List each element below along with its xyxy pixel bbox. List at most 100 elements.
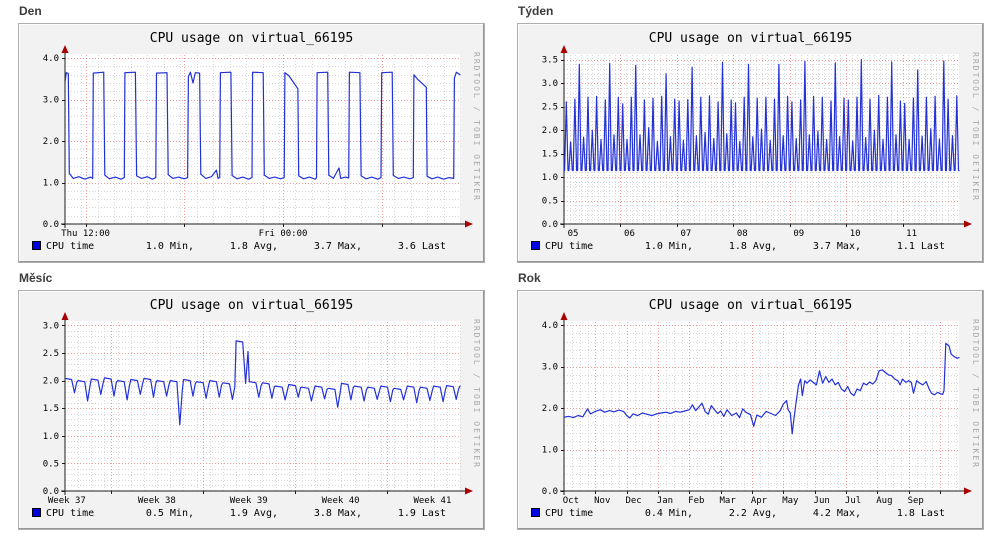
rrdtool-watermark: RRDTOOL / TOBI OETIKER xyxy=(472,319,481,469)
svg-text:3.0: 3.0 xyxy=(43,321,59,331)
svg-text:1.5: 1.5 xyxy=(43,404,59,414)
svg-text:Jun: Jun xyxy=(814,496,830,506)
svg-text:Sep: Sep xyxy=(908,496,924,506)
panel-heading-month: Měsíc xyxy=(19,272,485,285)
svg-text:Week 37: Week 37 xyxy=(48,496,86,506)
legend-series-name: CPU time xyxy=(46,241,110,252)
svg-text:Aug: Aug xyxy=(876,496,892,506)
panel-day: Den CPU usage on virtual_66195 0.01.02.0… xyxy=(18,4,485,263)
svg-text:1.0: 1.0 xyxy=(542,446,558,456)
svg-text:0.0: 0.0 xyxy=(43,220,59,230)
page: Den CPU usage on virtual_66195 0.01.02.0… xyxy=(0,0,1007,530)
svg-text:1.0: 1.0 xyxy=(43,179,59,189)
svg-text:Fri 00:00: Fri 00:00 xyxy=(259,229,308,239)
graph-legend: CPU time0.5 Min,1.9 Avg,3.8 Max,1.9 Last xyxy=(32,508,446,523)
legend-avg: 1.9 Avg, xyxy=(194,508,278,519)
legend-max: 3.7 Max, xyxy=(278,241,362,252)
legend-swatch xyxy=(531,241,540,250)
svg-text:Oct: Oct xyxy=(563,496,579,506)
svg-text:May: May xyxy=(782,496,799,506)
svg-text:2.5: 2.5 xyxy=(542,103,558,113)
legend-swatch xyxy=(32,508,41,517)
graph-legend: CPU time1.0 Min,1.8 Avg,3.7 Max,3.6 Last xyxy=(32,241,446,256)
svg-text:Week 38: Week 38 xyxy=(138,496,176,506)
rrdtool-watermark: RRDTOOL / TOBI OETIKER xyxy=(971,319,980,469)
graph-image-day[interactable]: CPU usage on virtual_66195 0.01.02.03.04… xyxy=(18,23,485,263)
svg-text:Jul: Jul xyxy=(845,496,861,506)
svg-text:0.5: 0.5 xyxy=(43,459,59,469)
legend-avg: 2.2 Avg, xyxy=(693,508,777,519)
legend-swatch xyxy=(32,241,41,250)
legend-last: 1.1 Last xyxy=(861,241,945,252)
panel-heading-week: Týden xyxy=(518,5,984,18)
panel-heading-year: Rok xyxy=(518,272,984,285)
graph-image-week[interactable]: CPU usage on virtual_66195 0.00.51.01.52… xyxy=(517,23,984,263)
svg-text:Week 39: Week 39 xyxy=(230,496,268,506)
rrdtool-watermark: RRDTOOL / TOBI OETIKER xyxy=(971,52,980,202)
legend-series-name: CPU time xyxy=(46,508,110,519)
plot-background xyxy=(564,321,959,491)
svg-text:Week 40: Week 40 xyxy=(322,496,360,506)
legend-avg: 1.8 Avg, xyxy=(693,241,777,252)
plot-canvas-month: 0.00.51.01.52.02.53.0Week 37Week 38Week … xyxy=(19,291,484,507)
graph-image-month[interactable]: CPU usage on virtual_66195 0.00.51.01.52… xyxy=(18,290,485,530)
graphs-grid: Den CPU usage on virtual_66195 0.01.02.0… xyxy=(18,4,1007,530)
graph-legend: CPU time0.4 Min,2.2 Avg,4.2 Max,1.8 Last xyxy=(531,508,945,523)
svg-text:10: 10 xyxy=(850,229,861,239)
svg-text:Feb: Feb xyxy=(688,496,704,506)
svg-text:2.0: 2.0 xyxy=(542,404,558,414)
svg-text:2.0: 2.0 xyxy=(43,377,59,387)
svg-text:Week 41: Week 41 xyxy=(413,496,451,506)
svg-text:05: 05 xyxy=(568,229,579,239)
svg-text:1.0: 1.0 xyxy=(43,432,59,442)
svg-text:1.0: 1.0 xyxy=(542,173,558,183)
legend-min: 1.0 Min, xyxy=(609,241,693,252)
svg-text:4.0: 4.0 xyxy=(43,54,59,64)
svg-text:2.5: 2.5 xyxy=(43,349,59,359)
graph-image-year[interactable]: CPU usage on virtual_66195 0.01.02.03.04… xyxy=(517,290,984,530)
svg-text:3.0: 3.0 xyxy=(542,79,558,89)
plot-canvas-week: 0.0 0.5 1.0 1.5 2.0 2.5 3.0 3.5 05 06 07 08 09 10 11 xyxy=(518,24,983,240)
svg-text:06: 06 xyxy=(624,229,635,239)
panel-year: Rok CPU usage on virtual_66195 0.01.02.0… xyxy=(517,271,984,530)
legend-last: 3.6 Last xyxy=(362,241,446,252)
svg-text:0.5: 0.5 xyxy=(542,197,558,207)
graph-legend: CPU time1.0 Min,1.8 Avg,3.7 Max,1.1 Last xyxy=(531,241,945,256)
svg-text:Thu 12:00: Thu 12:00 xyxy=(61,229,110,239)
svg-text:Dec: Dec xyxy=(625,496,641,506)
legend-min: 0.4 Min, xyxy=(609,508,693,519)
panel-heading-day: Den xyxy=(19,5,485,18)
legend-last: 1.9 Last xyxy=(362,508,446,519)
svg-text:3.5: 3.5 xyxy=(542,56,558,66)
legend-max: 4.2 Max, xyxy=(777,508,861,519)
plot-canvas-day: 0.0 1.0 2.0 3.0 4.0 Thu 12:00 Fri 00:00 xyxy=(19,24,484,240)
svg-text:09: 09 xyxy=(793,229,804,239)
svg-text:3.0: 3.0 xyxy=(43,96,59,106)
svg-text:2.0: 2.0 xyxy=(542,126,558,136)
svg-text:0.0: 0.0 xyxy=(542,487,558,497)
svg-text:07: 07 xyxy=(680,229,691,239)
legend-max: 3.8 Max, xyxy=(278,508,362,519)
plot-canvas-year: 0.01.02.03.04.0OctNovDecJanFebMarAprMayJ… xyxy=(518,291,983,507)
legend-min: 1.0 Min, xyxy=(110,241,194,252)
svg-text:4.0: 4.0 xyxy=(542,321,558,331)
svg-text:08: 08 xyxy=(737,229,748,239)
panel-week: Týden CPU usage on virtual_66195 0.00.51… xyxy=(517,4,984,263)
svg-text:Nov: Nov xyxy=(594,496,610,506)
panel-month: Měsíc CPU usage on virtual_66195 0.00.51… xyxy=(18,271,485,530)
legend-series-name: CPU time xyxy=(545,241,609,252)
rrdtool-watermark: RRDTOOL / TOBI OETIKER xyxy=(472,52,481,202)
svg-text:1.5: 1.5 xyxy=(542,150,558,160)
svg-text:2.0: 2.0 xyxy=(43,137,59,147)
legend-swatch xyxy=(531,508,540,517)
svg-text:Jan: Jan xyxy=(657,496,673,506)
legend-series-name: CPU time xyxy=(545,508,609,519)
svg-text:Apr: Apr xyxy=(751,496,768,506)
legend-min: 0.5 Min, xyxy=(110,508,194,519)
legend-max: 3.7 Max, xyxy=(777,241,861,252)
svg-text:0.0: 0.0 xyxy=(542,220,558,230)
legend-avg: 1.8 Avg, xyxy=(194,241,278,252)
legend-last: 1.8 Last xyxy=(861,508,945,519)
svg-text:Mar: Mar xyxy=(720,496,737,506)
svg-text:11: 11 xyxy=(906,229,917,239)
